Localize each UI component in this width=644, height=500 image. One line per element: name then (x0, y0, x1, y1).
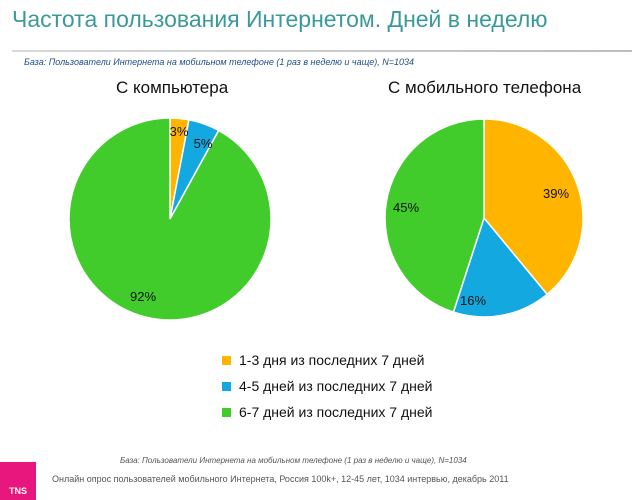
pie-slice (452, 216, 549, 318)
pie-data-label: 5% (194, 136, 213, 151)
page-title: Частота пользования Интернетом. Дней в н… (12, 6, 548, 32)
legend-item: 1-3 дня из последних 7 дней (222, 347, 432, 373)
pie-slice (384, 118, 485, 314)
legend-item: 4-5 дней из последних 7 дней (222, 373, 432, 399)
pie-title-computer: С компьютера (116, 78, 229, 97)
pie-data-label: 92% (130, 289, 156, 304)
legend-swatch (222, 355, 231, 365)
legend-label: 6-7 дней из последних 7 дней (239, 404, 433, 420)
legend: 1-3 дня из последних 7 дней 4-5 дней из … (222, 347, 432, 425)
legend-label: 1-3 дня из последних 7 дней (239, 352, 425, 368)
pie-data-label: 3% (170, 124, 189, 139)
legend-label: 4-5 дней из последних 7 дней (239, 378, 433, 394)
pie-slice (483, 118, 584, 296)
legend-swatch (222, 407, 231, 417)
pie-data-label: 39% (543, 186, 569, 201)
base-note-top: База: Пользователи Интернета на мобильно… (24, 57, 415, 67)
title-divider (12, 50, 632, 52)
legend-swatch (222, 381, 231, 391)
base-note-bottom: База: Пользователи Интернета на мобильно… (120, 456, 467, 465)
pie-data-label: 45% (393, 200, 419, 215)
legend-item: 6-7 дней из последних 7 дней (222, 399, 432, 425)
footer-note: Онлайн опрос пользователей мобильного Ин… (52, 474, 509, 484)
pie-slice (68, 117, 272, 321)
pie-data-label: 16% (460, 293, 486, 308)
pie-title-mobile: С мобильного телефона (388, 78, 582, 97)
tns-logo: TNS (0, 462, 36, 500)
